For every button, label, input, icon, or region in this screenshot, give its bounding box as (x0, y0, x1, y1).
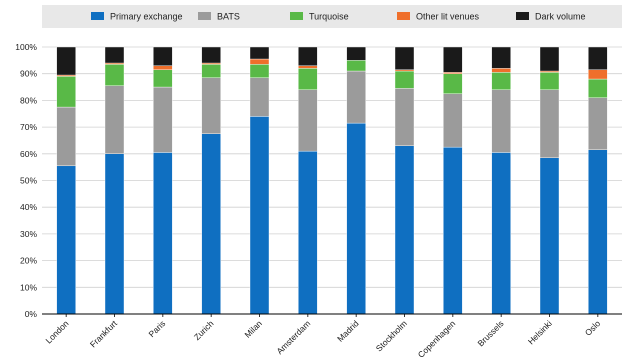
bar-segment-madrid-bats (346, 70, 366, 124)
bar-segment-frankfurt-dark-volume (104, 46, 125, 64)
bar-segment-copenhagen-turquoise (443, 73, 463, 94)
legend-swatch-other-lit-venues (397, 12, 410, 20)
bar-segment-paris-dark-volume (153, 46, 173, 66)
legend-swatch-primary-exchange (91, 12, 104, 20)
legend-label-bats: BATS (217, 12, 240, 22)
bar-segment-zurich-turquoise (201, 64, 221, 78)
bar-segment-stockholm-other-lit-venues (394, 69, 415, 72)
bar-segment-frankfurt-primary-exchange (104, 153, 125, 315)
bar-segment-milan-other-lit-venues (249, 58, 270, 65)
bar-segment-helsinki-turquoise (539, 72, 560, 90)
bar-segment-paris-bats (153, 86, 173, 153)
bar-segment-helsinki-bats (539, 89, 560, 159)
x-axis-ticks: London Frankfurt Paris Zurich Milan Amsterdam… (43, 314, 602, 360)
gridlines (42, 46, 622, 288)
bar-segment-copenhagen-bats (443, 93, 463, 148)
bar-segment-zurich-dark-volume (201, 46, 221, 64)
bar-segment-amsterdam-other-lit-venues (298, 65, 318, 69)
bar-segment-oslo-other-lit-venues (588, 69, 608, 80)
bar-segment-stockholm-turquoise (394, 70, 415, 89)
x-tick-label-brussels: Brussels (475, 318, 505, 348)
legend-label-turquoise: Turquoise (309, 12, 349, 22)
bar-segment-zurich-primary-exchange (201, 133, 221, 315)
bar-segment-frankfurt-turquoise (104, 64, 125, 86)
y-axis-ticks: 0% 10% 20% 30% 40% 50% 60% 70% 80% 90% 100% (15, 42, 37, 319)
y-tick-label: 80% (20, 95, 37, 105)
bar-segment-frankfurt-bats (104, 85, 125, 154)
bar-segment-brussels-other-lit-venues (491, 68, 511, 73)
x-tick-label-zurich: Zurich (192, 318, 216, 342)
x-tick-label-paris: Paris (146, 318, 167, 339)
y-tick-label: 0% (25, 309, 38, 319)
x-tick-label-frankfurt: Frankfurt (88, 318, 120, 350)
y-tick-label: 40% (20, 202, 37, 212)
bar-segment-london-primary-exchange (56, 165, 76, 315)
bar-segment-london-turquoise (56, 76, 76, 108)
y-tick-label: 60% (20, 149, 37, 159)
bar-segment-frankfurt-other-lit-venues (104, 62, 125, 65)
bar-segment-zurich-bats (201, 77, 221, 134)
x-tick-label-london: London (43, 318, 70, 345)
legend-swatch-bats (198, 12, 211, 20)
bar-segment-helsinki-other-lit-venues (539, 70, 560, 73)
bar-segment-helsinki-primary-exchange (539, 157, 560, 315)
bar-segment-zurich-other-lit-venues (201, 62, 221, 65)
legend-label-dark-volume: Dark volume (535, 12, 586, 22)
x-tick-label-oslo: Oslo (583, 318, 603, 338)
legend-label-other-lit-venues: Other lit venues (416, 12, 480, 22)
bar-segment-copenhagen-other-lit-venues (443, 72, 463, 74)
x-tick-label-helsinki: Helsinki (526, 318, 554, 346)
bar-segment-paris-turquoise (153, 69, 173, 88)
legend-label-primary-exchange: Primary exchange (110, 12, 183, 22)
bar-segment-oslo-dark-volume (588, 46, 608, 70)
legend-swatch-turquoise (290, 12, 303, 20)
bar-segment-brussels-primary-exchange (491, 152, 511, 315)
y-tick-label: 90% (20, 69, 37, 79)
bar-segment-brussels-turquoise (491, 72, 511, 90)
bar-segment-brussels-bats (491, 89, 511, 153)
bar-segment-paris-primary-exchange (153, 152, 173, 315)
bar-segment-milan-primary-exchange (249, 116, 270, 315)
bar-segment-oslo-turquoise (588, 78, 608, 98)
y-tick-label: 100% (15, 42, 37, 52)
bar-segment-amsterdam-dark-volume (298, 46, 318, 66)
bar-segment-madrid-primary-exchange (346, 122, 366, 315)
bar-segment-stockholm-dark-volume (394, 46, 415, 70)
x-tick-label-madrid: Madrid (335, 318, 361, 344)
y-tick-label: 30% (20, 229, 37, 239)
y-tick-label: 70% (20, 122, 37, 132)
bar-segment-helsinki-dark-volume (539, 46, 560, 72)
y-tick-label: 20% (20, 256, 37, 266)
bar-segment-copenhagen-primary-exchange (443, 146, 463, 315)
x-tick-label-amsterdam: Amsterdam (274, 318, 312, 356)
y-tick-label: 10% (20, 282, 37, 292)
bar-segment-milan-dark-volume (249, 46, 270, 60)
x-tick-label-stockholm: Stockholm (374, 318, 409, 353)
bar-segment-oslo-bats (588, 97, 608, 150)
legend: Primary exchange BATS Turquoise Other lit v… (91, 12, 586, 22)
bar-segment-london-other-lit-venues (56, 74, 76, 77)
bar-segment-oslo-primary-exchange (588, 149, 608, 315)
legend-swatch-dark-volume (516, 12, 529, 20)
bar-segment-stockholm-primary-exchange (394, 145, 415, 315)
bar-segment-amsterdam-bats (298, 89, 318, 152)
bar-segment-madrid-dark-volume (346, 46, 366, 61)
bar-segment-milan-turquoise (249, 64, 270, 78)
x-tick-label-copenhagen: Copenhagen (416, 318, 458, 360)
bar-segment-london-dark-volume (56, 46, 76, 76)
bar-segment-madrid-turquoise (346, 60, 366, 72)
x-tick-label-milan: Milan (242, 318, 264, 340)
bar-segment-milan-bats (249, 77, 270, 117)
bar-segment-copenhagen-dark-volume (443, 46, 463, 73)
bar-segment-brussels-dark-volume (491, 46, 511, 69)
bar-segment-london-bats (56, 106, 76, 167)
bar-segment-stockholm-bats (394, 88, 415, 146)
bar-segment-amsterdam-turquoise (298, 68, 318, 90)
legend-box (42, 5, 622, 28)
bar-segment-paris-other-lit-venues (153, 65, 173, 70)
bar-segment-amsterdam-primary-exchange (298, 150, 318, 315)
y-tick-label: 50% (20, 176, 37, 186)
